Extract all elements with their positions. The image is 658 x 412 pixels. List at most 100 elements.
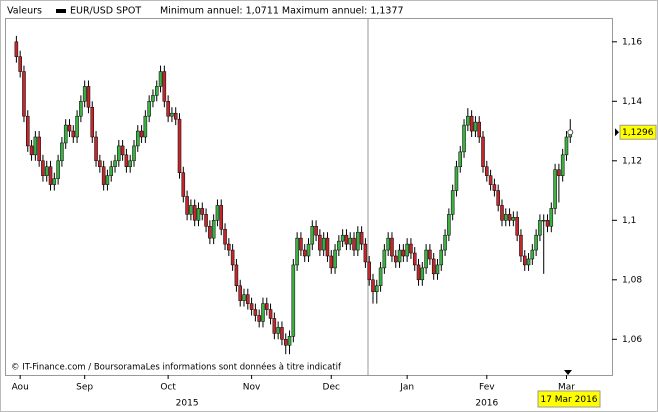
candle-body [519,234,523,257]
plot-area [5,18,613,376]
x-tick-label: Fev [479,383,495,393]
y-tick-label: 1,06 [622,335,642,345]
candle-body [420,267,425,281]
candle-body [454,166,459,191]
last-price-label: 1,1296 [622,128,654,138]
candle-body [158,71,163,87]
candle-body [340,234,345,242]
candle-body [428,249,432,260]
candle-body [439,249,444,266]
candle-body [469,115,474,132]
candle-body [344,234,349,245]
candle-body [378,267,383,286]
candle-body [52,178,57,185]
candle-body [113,160,117,168]
candle-body [321,237,326,251]
candle-body [409,243,413,254]
candle-body [291,264,296,337]
candle-body [268,309,273,319]
candle-body [29,145,34,156]
candle-body [367,261,371,281]
x-tick-label: Sep [76,383,93,393]
candle-body [189,205,193,215]
candle-body [120,145,125,156]
candle-body [496,190,500,206]
candle-body [416,264,421,281]
y-tick-label: 1,1 [622,216,636,226]
candle-body [526,258,531,266]
candle-body [314,226,318,236]
candle-body [151,95,155,102]
candle-body [139,130,144,138]
y-tick-label: 1,14 [622,97,642,107]
candle-body [208,226,212,239]
candle-body [306,243,311,257]
candle-body [154,86,159,96]
y-tick-label: 1,08 [622,275,642,285]
candle-body [41,160,45,176]
candle-body [223,228,227,245]
candle-body [511,217,516,221]
candle-body [181,172,186,197]
candle-body [94,136,98,162]
x-tick-label: Aou [12,383,29,393]
candle-body [98,160,102,168]
candle-body [363,243,368,263]
candle-body [25,115,30,147]
candle-body [371,279,375,292]
candle-body [215,205,220,221]
candle-body [75,115,79,138]
y-tick-label: 1,16 [622,37,642,47]
candle-body [557,169,561,176]
last-point [567,129,574,136]
candle-body [283,339,288,346]
candle-body [162,71,167,102]
candle-body [22,71,26,117]
candle-body [485,166,489,176]
candle-body [82,86,87,102]
last-price-arrow [615,128,619,137]
legend-swatch [56,9,66,13]
candle-body [458,151,463,167]
x-tick-label: Jan [399,383,414,393]
header-label: Valeurs [7,6,42,17]
footnote: © IT-Finance.com / BoursoramaLes informa… [11,362,342,373]
y-tick-label: 1,12 [622,156,642,166]
candle-body [310,226,315,245]
candle-body [435,264,440,275]
candle-body [48,166,53,185]
candle-body [412,252,417,266]
header-stats: Minimum annuel: 1,0711 Maximum annuel: 1… [160,6,404,17]
candle-body [227,243,231,251]
cursor-marker [564,370,572,375]
candle-body [219,205,224,230]
x-tick-label: Nov [243,383,261,393]
candle-body [265,303,269,310]
candle-body [359,231,364,245]
candle-body [325,237,330,257]
candle-body [299,237,303,251]
candle-body [397,249,402,263]
candle-body [356,231,360,251]
candle-body [390,237,394,257]
candle-body [337,240,341,251]
year-label: 2015 [176,399,199,409]
candle-body [450,190,455,215]
candle-body [530,249,535,260]
cursor-date: 17 Mar 2016 [540,395,597,405]
candle-body [132,145,136,162]
candle-body [447,214,451,236]
candle-body [545,220,550,227]
candle-body [170,112,174,117]
candle-body [295,237,299,266]
legend-text: EUR/USD SPOT [70,6,141,17]
candle-body [466,115,470,126]
candle-body [196,208,201,221]
candle-body [90,107,95,138]
candle-body [136,130,140,147]
candle-body [287,336,292,346]
candle-body [333,249,337,269]
candle-body [352,237,356,251]
candle-body [246,294,250,304]
cursor-date-box [537,390,601,408]
